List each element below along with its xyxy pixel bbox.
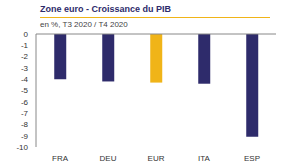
html-text:Zone euro - Croissance du PIB: Zone euro - Croissance du PIB [40, 4, 171, 14]
svg-text:-5: -5 [21, 86, 29, 95]
svg-text:-8: -8 [21, 120, 29, 129]
svg-text:-9: -9 [21, 132, 29, 141]
svg-text:-10: -10 [16, 143, 28, 152]
svg-text:-7: -7 [21, 109, 29, 118]
svg-text:ITA: ITA [198, 154, 211, 163]
svg-text:ESP: ESP [244, 154, 260, 163]
svg-text:EUR: EUR [148, 154, 165, 163]
html-text:en %, T3 2020 / T4 2020: en %, T3 2020 / T4 2020 [40, 20, 128, 29]
svg-text:FRA: FRA [52, 154, 69, 163]
svg-text:-2: -2 [21, 52, 29, 61]
svg-text:-3: -3 [21, 64, 29, 73]
svg-text:-6: -6 [21, 98, 29, 107]
svg-text:-1: -1 [21, 41, 29, 50]
svg-text:-4: -4 [21, 75, 29, 84]
svg-text:0: 0 [24, 30, 29, 39]
svg-text:DEU: DEU [100, 154, 117, 163]
